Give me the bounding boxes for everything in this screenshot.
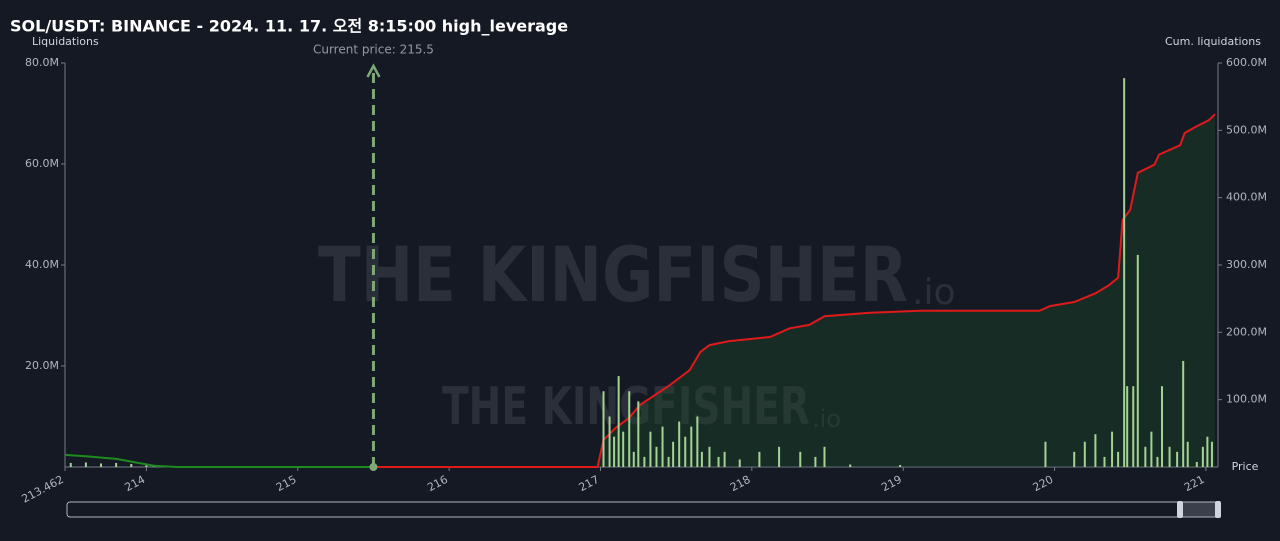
- bar: [1094, 434, 1097, 467]
- bar: [1136, 254, 1139, 467]
- y-tick-label: 40.0M: [25, 258, 59, 271]
- watermark-text: THE KINGFISHER: [442, 377, 810, 437]
- scrollbar[interactable]: [66, 501, 1221, 518]
- bar: [667, 456, 670, 467]
- current-price-dot: [369, 463, 378, 471]
- bar: [145, 464, 148, 467]
- bar: [1210, 441, 1213, 467]
- bar: [1156, 456, 1159, 467]
- y2-tick-label: 300.0M: [1226, 258, 1267, 271]
- bar: [723, 451, 726, 467]
- bar: [1073, 451, 1076, 467]
- y2-axis-label: Cum. liquidations: [1165, 35, 1261, 48]
- bar: [613, 436, 616, 467]
- bar: [1206, 436, 1209, 467]
- bar: [130, 463, 133, 467]
- bar: [1044, 441, 1047, 467]
- bar: [1103, 456, 1106, 467]
- bar: [608, 416, 611, 467]
- bar: [799, 451, 802, 467]
- y2-tick-label: 500.0M: [1226, 123, 1267, 136]
- line: [373, 113, 1216, 468]
- bar: [1195, 461, 1198, 467]
- bar: [1111, 431, 1114, 467]
- bar: [1186, 441, 1189, 467]
- bar: [1117, 451, 1120, 467]
- bar: [622, 431, 625, 467]
- bar: [643, 456, 646, 467]
- chart-title: SOL/USDT: BINANCE - 2024. 11. 17. 오전 8:1…: [10, 17, 568, 36]
- plot: 20.0M 40.0M 60.0M 80.0M 100.0M 200.0M 300.0M 40…: [20, 43, 1267, 506]
- bar: [100, 463, 103, 467]
- scroll-handle[interactable]: [1215, 501, 1221, 518]
- line: [64, 453, 374, 468]
- watermark: THE KINGFISHER .io THE KINGFISHER .io: [318, 230, 955, 437]
- y2-tick-label: 400.0M: [1226, 191, 1267, 204]
- watermark-suffix: .io: [912, 272, 955, 313]
- bar: [823, 446, 826, 467]
- bar: [717, 456, 720, 467]
- watermark-text: THE KINGFISHER: [318, 230, 908, 319]
- bar: [678, 421, 681, 467]
- bar: [1176, 451, 1179, 467]
- bar: [758, 451, 761, 467]
- x-axis-label: Price: [1232, 460, 1259, 473]
- bar: [1201, 446, 1204, 467]
- bar: [661, 426, 664, 467]
- bar: [602, 391, 605, 467]
- bar: [1160, 386, 1163, 467]
- bar: [1083, 441, 1086, 467]
- bar: [655, 446, 658, 467]
- bar: [672, 441, 675, 467]
- y-axis-label: Liquidations: [32, 35, 99, 48]
- bar: [1182, 360, 1185, 467]
- scroll-thumb[interactable]: [1179, 501, 1220, 518]
- bar: [700, 451, 703, 467]
- bar: [1123, 78, 1126, 468]
- bar: [696, 416, 699, 467]
- bar: [84, 462, 87, 467]
- y-tick-label: 60.0M: [25, 157, 59, 170]
- bar: [849, 464, 852, 467]
- y2-tick-label: 100.0M: [1226, 393, 1267, 406]
- bar: [778, 446, 781, 467]
- bar: [637, 401, 640, 467]
- bar: [1150, 431, 1153, 467]
- current-price-arrow: [366, 63, 381, 78]
- bar: [628, 391, 631, 467]
- bar: [708, 446, 711, 467]
- current-price-label: Current price: 215.5: [313, 43, 434, 57]
- bar: [690, 426, 693, 467]
- watermark-suffix: .io: [812, 405, 841, 433]
- y2-tick-label: 600.0M: [1226, 56, 1267, 69]
- bar: [738, 459, 741, 467]
- bar: [1144, 446, 1147, 467]
- bar: [649, 431, 652, 467]
- scroll-handle[interactable]: [1177, 501, 1183, 518]
- bar: [617, 376, 620, 467]
- area: [373, 114, 1215, 467]
- y-tick-label: 20.0M: [25, 359, 59, 372]
- bar: [69, 462, 72, 467]
- bar: [814, 456, 817, 467]
- bar: [115, 462, 118, 467]
- bar: [1126, 386, 1129, 467]
- bar: [632, 451, 635, 467]
- bar: [899, 464, 902, 467]
- y2-tick-label: 200.0M: [1226, 325, 1267, 338]
- bar: [1168, 446, 1171, 467]
- bar: [684, 436, 687, 467]
- bar: [1132, 386, 1135, 467]
- y-tick-label: 80.0M: [25, 56, 59, 69]
